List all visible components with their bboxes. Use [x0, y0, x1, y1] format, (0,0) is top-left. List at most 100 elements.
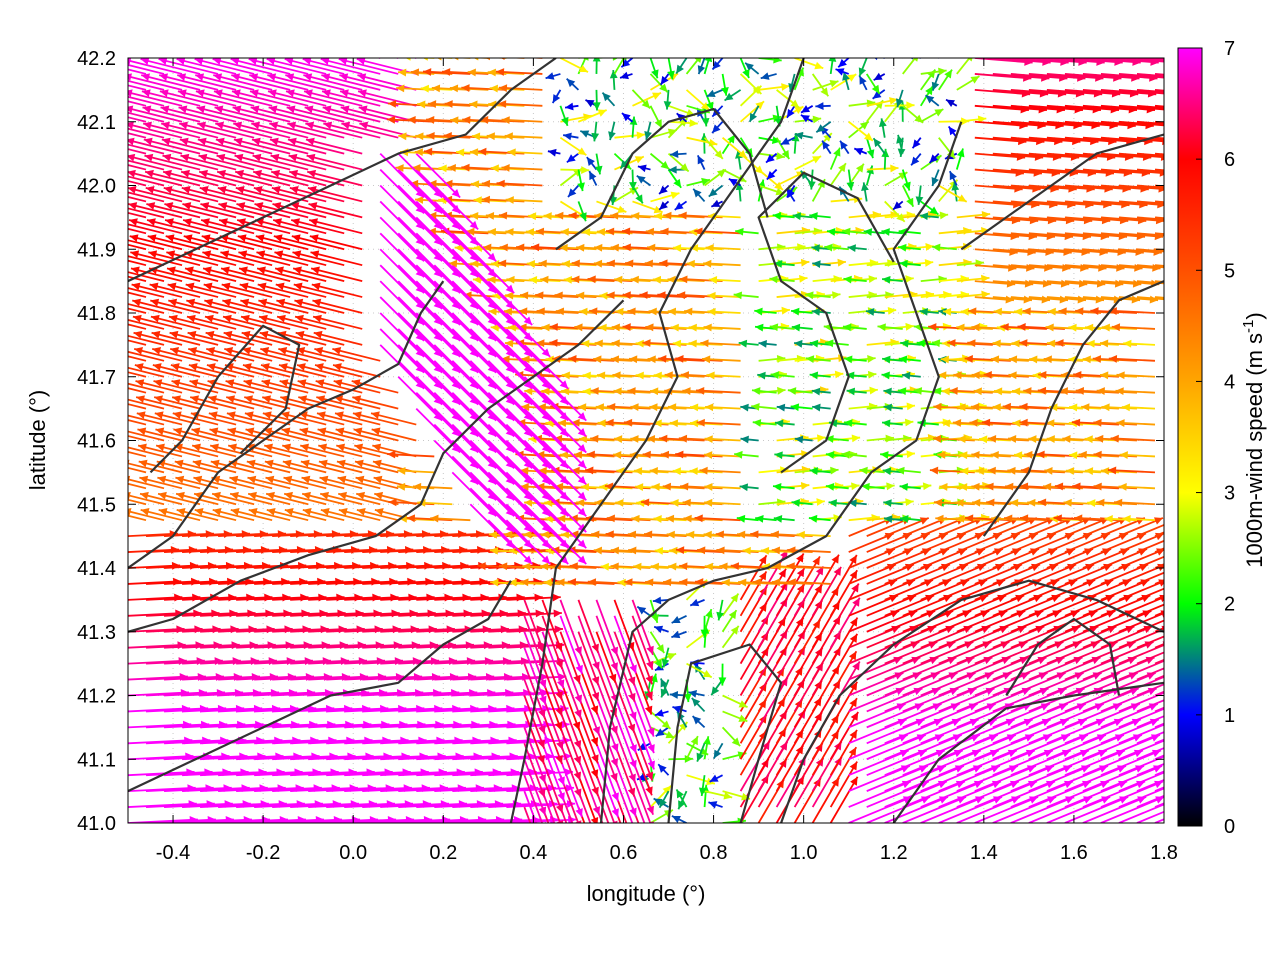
wind-vector: [287, 138, 345, 155]
wind-vector-head: [307, 186, 317, 194]
wind-vector-head: [750, 530, 759, 539]
wind-vector: [1064, 672, 1120, 697]
wind-vector-head: [960, 307, 969, 316]
wind-vector-head: [649, 467, 658, 475]
wind-vector-head: [505, 316, 515, 325]
wind-vector-head: [898, 243, 907, 252]
wind-vector-head: [667, 307, 677, 316]
wind-vector: [294, 299, 345, 314]
wind-vector-head: [246, 459, 256, 468]
wind-vector-head: [172, 411, 182, 420]
wind-vector-head: [1168, 719, 1177, 726]
wind-vector-head: [251, 137, 261, 146]
wind-vector-head: [571, 259, 580, 268]
wind-vector-head: [152, 363, 162, 371]
wind-vector-head: [645, 323, 654, 332]
wind-vector-head: [1013, 307, 1023, 316]
wind-vector-head: [993, 387, 1003, 396]
wind-vector-head: [557, 838, 564, 847]
wind-vector-head: [103, 476, 112, 484]
wind-vector-head: [182, 202, 192, 210]
wind-vector-head: [1028, 435, 1037, 443]
wind-vector-head: [206, 347, 216, 355]
wind-vector-head: [508, 578, 517, 587]
wind-vector: [167, 283, 219, 298]
wind-vector-head: [769, 323, 779, 332]
wind-vector-head: [78, 283, 87, 291]
wind-vector-head: [1059, 387, 1068, 395]
wind-vector-head: [595, 403, 605, 412]
wind-vector-head: [1055, 339, 1064, 347]
wind-vector-head: [929, 206, 939, 215]
wind-vector: [133, 347, 183, 362]
wind-vector-head: [108, 138, 117, 146]
wind-vector-head: [194, 508, 204, 516]
wind-vector-head: [1053, 514, 1062, 523]
wind-vector: [128, 371, 147, 378]
wind-vector-head: [646, 645, 654, 655]
wind-vector-head: [433, 204, 443, 214]
wind-vector: [128, 171, 183, 187]
wind-vector-head: [1027, 498, 1036, 507]
wind-vector-head: [576, 291, 585, 300]
wind-vector: [1064, 718, 1124, 745]
wind-vector-head: [696, 752, 704, 762]
wind-vector-head: [861, 482, 870, 491]
wind-vector-head: [319, 475, 329, 484]
wind-vector-head: [145, 169, 154, 178]
wind-vector-head: [204, 298, 214, 307]
wind-vector-head: [536, 482, 545, 491]
wind-vector: [848, 749, 910, 777]
wind-vector-head: [555, 707, 563, 717]
wind-vector: [1154, 264, 1164, 267]
wind-vector-head: [1037, 386, 1047, 395]
wind-vector: [938, 548, 986, 569]
wind-vector: [1028, 780, 1092, 808]
wind-vector-head: [887, 306, 897, 315]
wind-vector-head: [547, 148, 557, 157]
wind-vector: [397, 376, 443, 422]
wind-vector-head: [412, 482, 422, 491]
wind-vector: [1118, 532, 1164, 553]
wind-vector: [1100, 656, 1155, 681]
wind-vector-head: [559, 396, 569, 405]
wind-vector-head: [451, 364, 461, 373]
wind-vector-head: [129, 234, 139, 242]
wind-vector: [379, 328, 425, 374]
wind-vector-head: [186, 314, 196, 323]
wind-vector-head: [705, 243, 714, 252]
wind-vector: [1154, 184, 1164, 188]
wind-vector-head: [523, 523, 533, 533]
wind-vector: [523, 599, 546, 654]
wind-vector: [1118, 580, 1164, 601]
wind-vector-head: [528, 276, 538, 284]
wind-vector: [1136, 763, 1164, 777]
wind-vector-head: [1122, 515, 1131, 523]
wind-vector-head: [959, 355, 968, 364]
wind-vector-head: [469, 380, 479, 389]
wind-vector-head: [301, 475, 311, 484]
wind-vector: [559, 727, 582, 781]
wind-vector: [613, 695, 637, 754]
wind-vector: [128, 319, 165, 330]
wind-vector-head: [774, 181, 783, 190]
wind-vector-head: [222, 314, 232, 323]
wind-vector-head: [544, 499, 553, 507]
wind-vector-head: [114, 283, 123, 291]
wind-vector-head: [596, 371, 606, 380]
wind-vector-head: [433, 412, 443, 421]
wind-vector: [559, 599, 582, 656]
wind-vector-head: [849, 633, 858, 643]
wind-vector-head: [523, 459, 533, 469]
wind-vector: [829, 617, 859, 665]
wind-vector: [1136, 715, 1164, 729]
wind-vector-head: [825, 339, 834, 348]
wind-vector: [1136, 794, 1164, 808]
wind-vector: [220, 251, 273, 267]
wind-vector: [310, 267, 363, 282]
wind-vector-head: [1081, 403, 1090, 412]
wind-vector-head: [665, 514, 675, 523]
wind-vector-head: [165, 218, 174, 226]
wind-vector: [974, 548, 1022, 569]
wind-vector-head: [586, 157, 595, 166]
